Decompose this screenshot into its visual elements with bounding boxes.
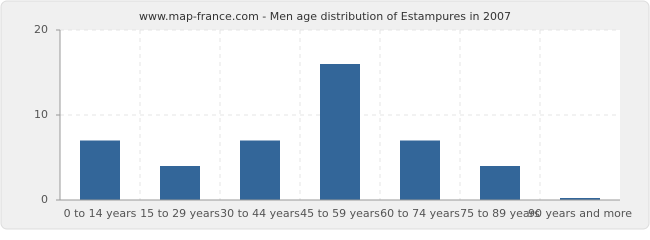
x-tick-label: 30 to 44 years (220, 207, 300, 220)
bar (400, 140, 440, 200)
x-tick-label: 90 years and more (528, 207, 632, 220)
y-tick-label: 10 (34, 108, 48, 121)
x-tick-label: 60 to 74 years (380, 207, 460, 220)
chart: www.map-france.com - Men age distributio… (0, 0, 650, 230)
chart-title: www.map-france.com - Men age distributio… (139, 10, 511, 23)
y-tick-label: 0 (41, 193, 48, 206)
bar (320, 64, 360, 200)
bar (80, 140, 120, 200)
bar (560, 198, 600, 200)
x-tick-label: 15 to 29 years (140, 207, 220, 220)
x-tick-label: 0 to 14 years (64, 207, 137, 220)
y-tick-label: 20 (34, 23, 48, 36)
bar (160, 166, 200, 200)
bar (240, 140, 280, 200)
bar (480, 166, 520, 200)
x-tick-label: 75 to 89 years (460, 207, 540, 220)
x-tick-label: 45 to 59 years (300, 207, 380, 220)
